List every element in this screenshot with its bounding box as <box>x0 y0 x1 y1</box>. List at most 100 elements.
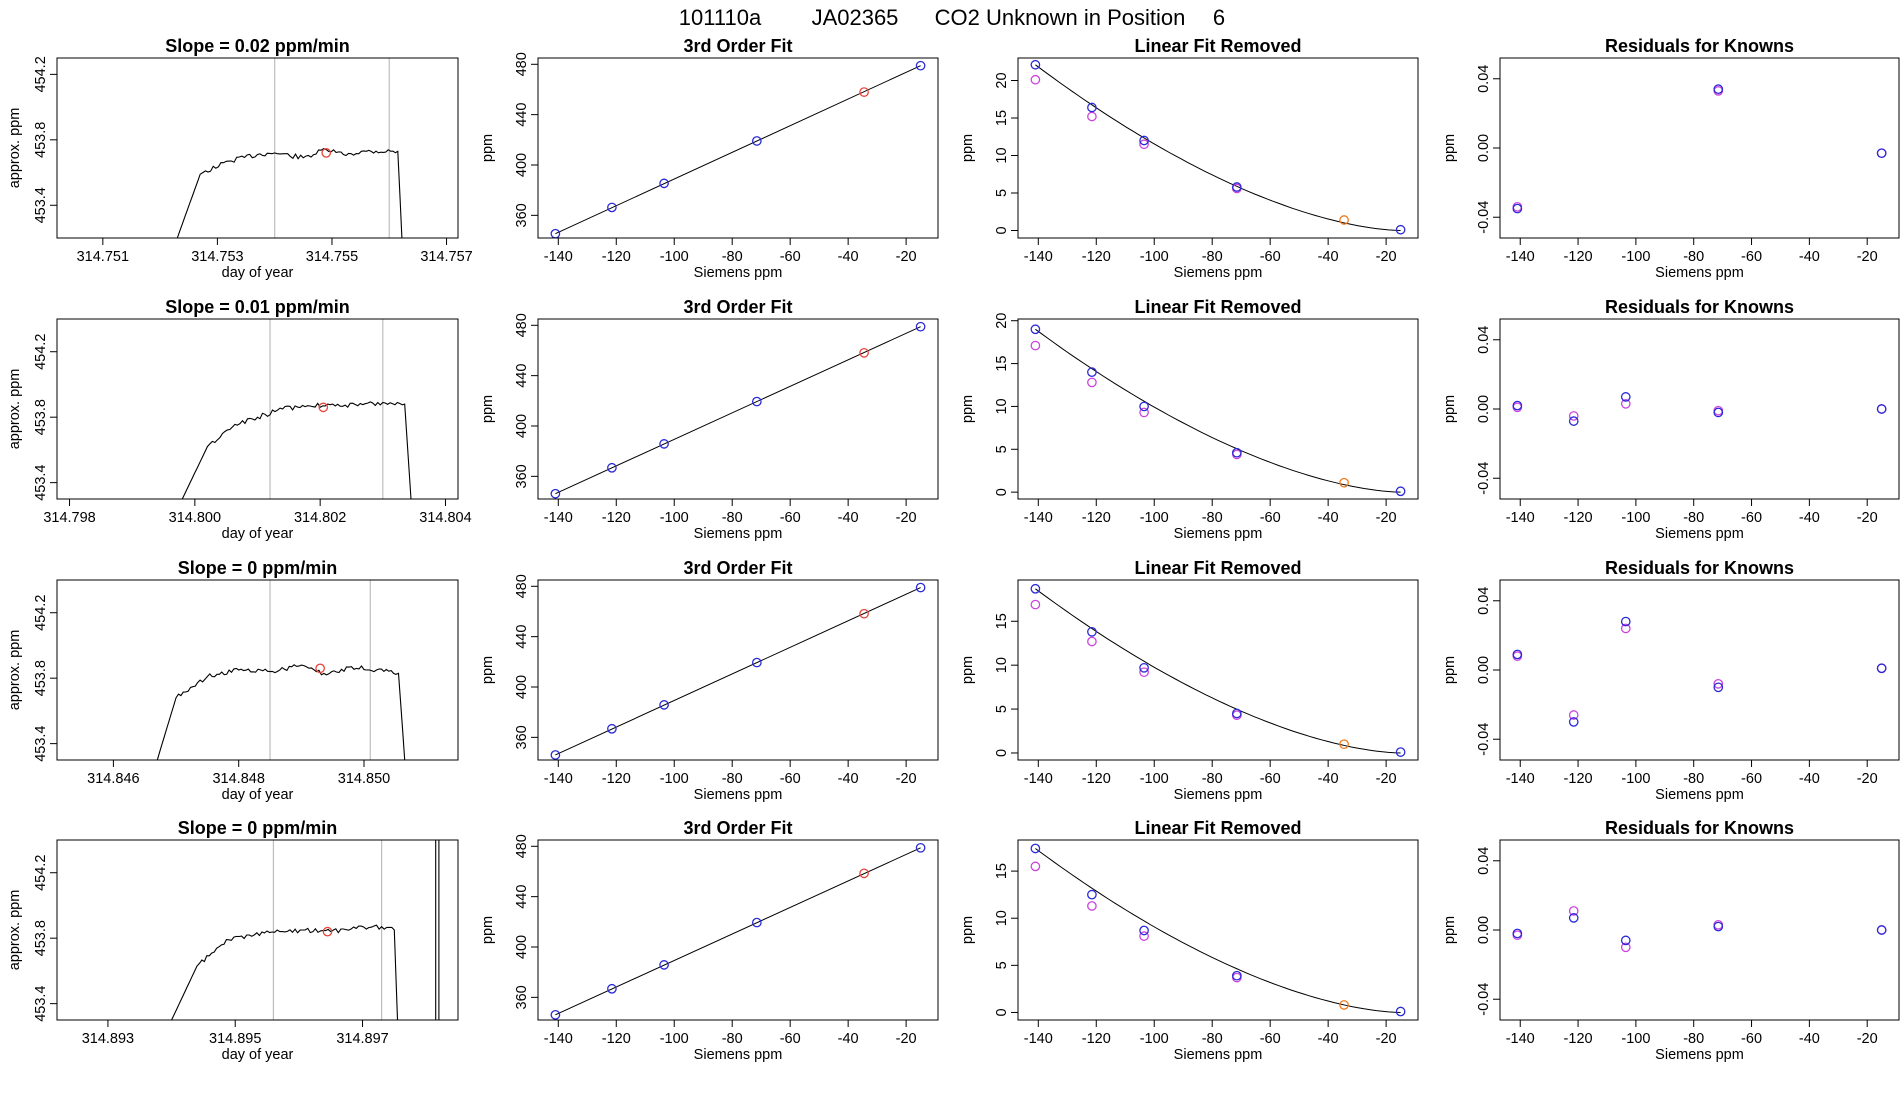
y-tick-label: 453.8 <box>33 122 49 158</box>
nonlinear-curve-line <box>1035 588 1401 754</box>
alternate-residual-point <box>1620 623 1631 634</box>
x-tick-label: -100 <box>1140 771 1169 787</box>
y-tick-label: 454.2 <box>33 855 49 891</box>
y-tick-label: 440 <box>514 625 530 649</box>
x-tick-label: 314.848 <box>212 771 264 787</box>
known-standard-point <box>1139 662 1149 673</box>
x-tick-label: 314.897 <box>336 1031 388 1047</box>
known-standard-point <box>607 202 617 213</box>
y-tick-label: 400 <box>514 414 530 438</box>
panel-r2-c3-linear-removed: Linear Fit Removed -140 -120 -100 -80 -60 -40 -… <box>960 297 1419 542</box>
plot-frame <box>1499 318 1900 500</box>
plot-frame <box>56 318 459 500</box>
y-tick-label: -0.04 <box>1476 462 1492 495</box>
y-axis-label: approx. ppm <box>7 890 23 971</box>
x-tick-label: -140 <box>544 1031 573 1047</box>
x-tick-label: 314.751 <box>77 249 129 265</box>
x-tick-label: -140 <box>544 771 573 787</box>
y-axis-label: ppm <box>960 656 976 684</box>
panel-title: Residuals for Knowns <box>1605 818 1794 838</box>
known-standard-point <box>1395 224 1406 235</box>
y-tick-label: 0.00 <box>1476 916 1492 944</box>
plot-frame <box>1017 579 1419 761</box>
x-tick-label: -80 <box>1202 510 1223 526</box>
plot-frame <box>1499 57 1900 239</box>
x-tick-label: 314.895 <box>209 1031 261 1047</box>
x-tick-label: -140 <box>1024 249 1053 265</box>
x-tick-label: -20 <box>896 1031 917 1047</box>
x-tick-label: -60 <box>1741 510 1762 526</box>
x-axis-label: day of year <box>222 526 294 542</box>
x-tick-label: 314.804 <box>419 510 471 526</box>
panel-r2-c2-fit: 3rd Order Fit -140 -120 -100 -80 -60 -40 -20 360… <box>480 297 939 542</box>
x-tick-label: -20 <box>1376 1031 1397 1047</box>
y-axis-label: approx. ppm <box>7 369 23 450</box>
panel-r1-c2-fit: 3rd Order Fit -140 -120 -100 -80 -60 -40 -20 360… <box>480 36 939 281</box>
y-tick-label: 480 <box>514 834 530 858</box>
y-tick-label: 453.8 <box>33 660 49 696</box>
mean-marker-point <box>318 402 329 413</box>
nonlinear-curve-line <box>1035 848 1401 1013</box>
x-tick-label: -40 <box>1799 249 1820 265</box>
known-residual-point <box>1876 148 1887 159</box>
x-tick-label: 314.802 <box>294 510 346 526</box>
unknown-sample-point <box>1339 477 1349 488</box>
y-tick-label: 360 <box>514 725 530 749</box>
known-standard-point <box>1087 889 1097 900</box>
x-tick-label: -140 <box>1506 1031 1535 1047</box>
known-standard-point <box>915 582 926 593</box>
y-tick-label: 15 <box>994 613 1010 629</box>
unknown-sample-point <box>859 608 869 619</box>
x-tick-label: -40 <box>838 510 859 526</box>
known-standard-point <box>659 178 669 189</box>
x-tick-label: 314.755 <box>306 249 358 265</box>
x-tick-label: 314.846 <box>87 771 139 787</box>
known-standard-point <box>550 1009 561 1020</box>
x-tick-label: -80 <box>1683 1031 1704 1047</box>
plot-frame <box>56 57 459 239</box>
y-tick-label: 5 <box>994 705 1010 713</box>
x-tick-label: 314.757 <box>420 249 472 265</box>
x-tick-label: -80 <box>722 1031 743 1047</box>
known-standard-point <box>1395 486 1406 497</box>
x-tick-label: -40 <box>1318 1031 1339 1047</box>
y-tick-label: 480 <box>514 313 530 337</box>
y-tick-label: 15 <box>994 356 1010 372</box>
plot-area <box>1512 906 1887 953</box>
y-tick-label: 15 <box>994 110 1010 126</box>
plot-area <box>550 60 926 238</box>
unknown-sample-point <box>1339 215 1349 225</box>
x-tick-label: -120 <box>1564 249 1593 265</box>
panel-r4-c1-time-trace: Slope = 0 ppm/min 314.893 314.895 314.897 45… <box>7 818 459 1063</box>
unknown-sample-point <box>859 87 869 97</box>
alternate-fit-point <box>1087 636 1097 647</box>
unknown-sample-point <box>859 348 869 358</box>
y-tick-label: 10 <box>994 657 1010 673</box>
known-residual-point <box>1876 404 1887 414</box>
title-run-id: 101110a <box>679 5 762 30</box>
y-axis-label: ppm <box>480 395 496 423</box>
y-tick-label: 0.04 <box>1476 587 1492 615</box>
x-tick-label: -100 <box>1140 1031 1169 1047</box>
x-tick-label: -20 <box>1857 249 1878 265</box>
y-tick-label: 0.04 <box>1476 65 1492 93</box>
x-tick-label: -120 <box>602 249 631 265</box>
x-tick-label: -120 <box>1082 1031 1111 1047</box>
x-tick-label: 314.800 <box>169 510 221 526</box>
known-standard-point <box>607 983 617 994</box>
known-standard-point <box>1087 367 1097 377</box>
x-tick-label: -80 <box>1683 771 1704 787</box>
known-residual-point <box>1568 416 1579 426</box>
alternate-fit-point <box>1139 139 1149 150</box>
x-tick-label: -40 <box>1799 510 1820 526</box>
panel-title: Residuals for Knowns <box>1605 558 1794 578</box>
panel-r2-c1-time-trace: Slope = 0.01 ppm/min 314.798 314.800 314.80… <box>7 297 472 542</box>
nonlinear-curve-line <box>1035 64 1401 231</box>
x-tick-label: -120 <box>1564 771 1593 787</box>
known-standard-point <box>659 439 669 449</box>
known-residual-point <box>1876 663 1887 674</box>
plot-area <box>550 582 926 760</box>
y-tick-label: 360 <box>514 985 530 1009</box>
plot-area <box>1030 583 1406 757</box>
